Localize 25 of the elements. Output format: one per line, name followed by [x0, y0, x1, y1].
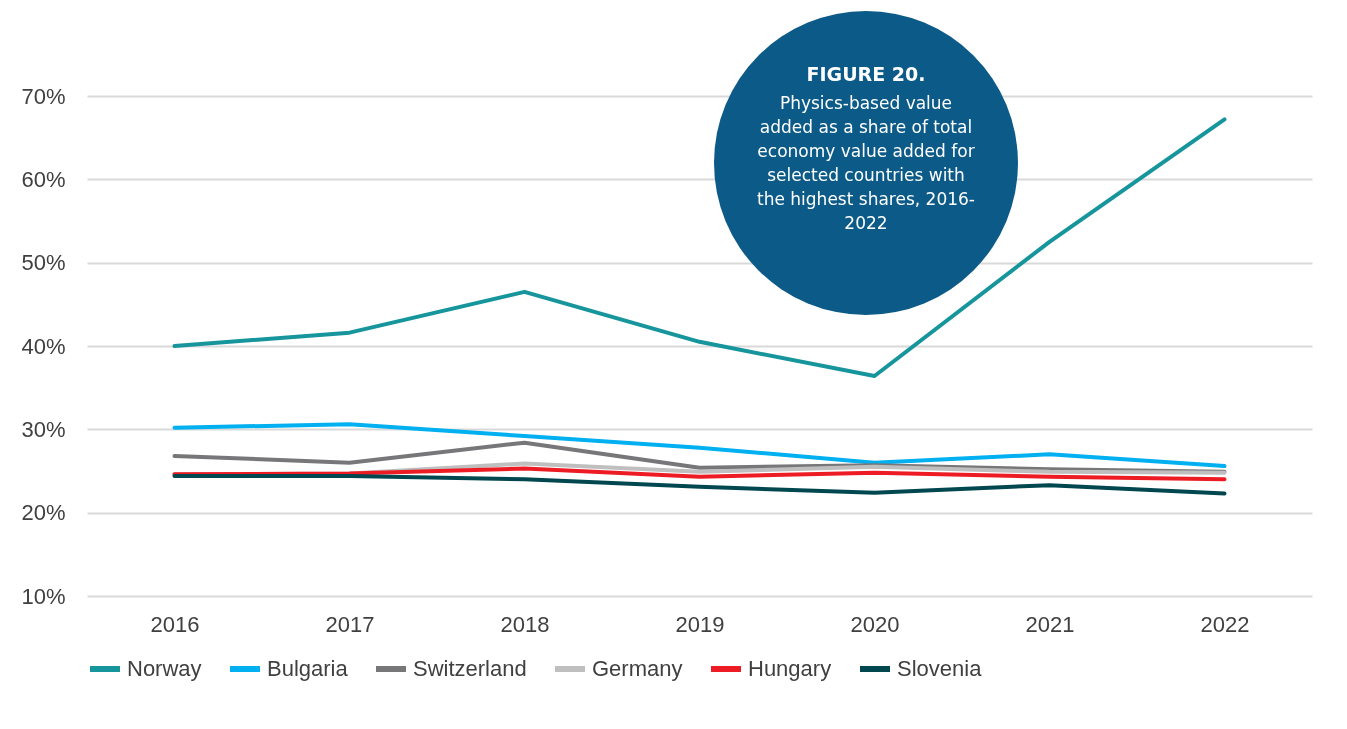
y-tick-label: 60%	[21, 166, 66, 192]
legend-label: Hungary	[748, 656, 832, 681]
x-tick-label: 2020	[850, 611, 900, 637]
y-tick-label: 20%	[21, 500, 66, 526]
x-tick-label: 2017	[325, 611, 375, 637]
y-tick-label: 10%	[21, 583, 66, 609]
y-tick-label: 70%	[21, 83, 66, 109]
legend-label: Slovenia	[897, 656, 983, 681]
chart-title: FIGURE 20.	[805, 63, 927, 85]
line-series	[172, 117, 1227, 378]
y-tick-label: 40%	[21, 333, 66, 359]
legend-label: Bulgaria	[267, 656, 349, 681]
line-series	[172, 466, 1227, 482]
x-tick-label: 2022	[1200, 611, 1250, 637]
legend-label: Norway	[127, 656, 202, 681]
x-tick-label: 2016	[150, 611, 200, 637]
x-tick-label: 2018	[500, 611, 550, 637]
y-tick-label: 30%	[21, 416, 66, 442]
x-tick-label: 2021	[1025, 611, 1075, 637]
legend-label: Switzerland	[413, 656, 527, 681]
x-tick-label: 2019	[675, 611, 725, 637]
legend-label: Germany	[592, 656, 683, 681]
line-series	[172, 422, 1227, 468]
y-tick-label: 50%	[21, 250, 66, 276]
line-series	[172, 474, 1227, 496]
